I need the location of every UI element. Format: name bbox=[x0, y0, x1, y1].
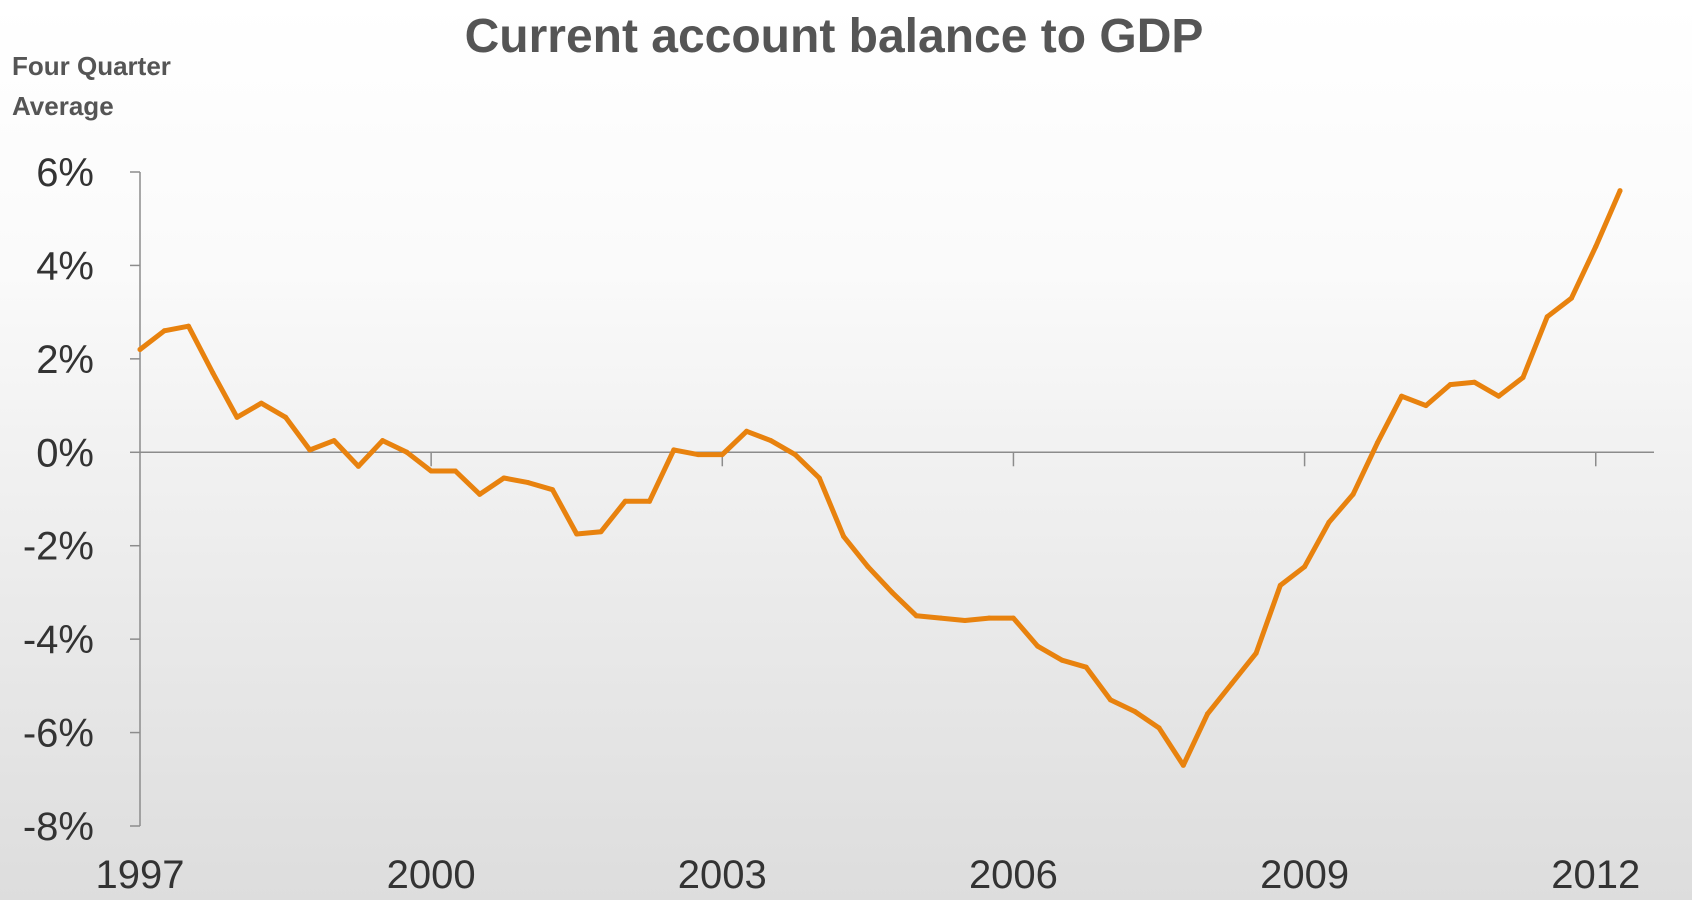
data-point bbox=[283, 414, 289, 420]
data-point bbox=[744, 428, 750, 434]
data-point bbox=[1059, 657, 1065, 663]
data-point bbox=[380, 438, 386, 444]
data-point bbox=[622, 498, 628, 504]
data-point bbox=[792, 452, 798, 458]
data-point bbox=[1593, 244, 1599, 250]
x-tick-label: 2000 bbox=[387, 853, 476, 897]
data-point bbox=[1496, 393, 1502, 399]
data-point bbox=[1447, 382, 1453, 388]
x-tick-label: 2006 bbox=[969, 853, 1058, 897]
data-point bbox=[477, 491, 483, 497]
data-point bbox=[913, 613, 919, 619]
data-point bbox=[816, 475, 822, 481]
y-tick-label: -8% bbox=[23, 805, 94, 849]
x-tick-label: 2009 bbox=[1260, 853, 1349, 897]
data-point bbox=[258, 400, 264, 406]
data-point bbox=[331, 438, 337, 444]
data-point bbox=[671, 447, 677, 453]
y-tick-label: -4% bbox=[23, 618, 94, 662]
data-point bbox=[962, 618, 968, 623]
data-point bbox=[307, 447, 313, 453]
y-tick-label: 0% bbox=[36, 431, 94, 475]
data-point bbox=[1253, 650, 1259, 656]
data-point bbox=[1374, 440, 1380, 446]
x-tick-label: 2012 bbox=[1551, 853, 1640, 897]
chart-title: Current account balance to GDP bbox=[465, 10, 1204, 63]
data-point bbox=[574, 531, 580, 537]
data-point bbox=[1326, 519, 1332, 525]
data-point bbox=[186, 323, 191, 329]
data-point bbox=[1132, 709, 1138, 714]
data-point bbox=[1569, 295, 1574, 301]
y-tick-label: 2% bbox=[36, 338, 94, 382]
data-point bbox=[719, 452, 725, 458]
data-point bbox=[1229, 681, 1235, 686]
data-point bbox=[137, 347, 143, 352]
data-point bbox=[234, 414, 240, 420]
data-point bbox=[1035, 643, 1041, 649]
data-points bbox=[137, 188, 1623, 768]
data-point bbox=[355, 463, 361, 469]
y-tick-label: 4% bbox=[36, 244, 94, 288]
data-point bbox=[1423, 403, 1429, 409]
data-point bbox=[938, 615, 944, 621]
x-tick-label: 1997 bbox=[96, 853, 185, 897]
data-point bbox=[1520, 375, 1526, 380]
x-tick-label: 2003 bbox=[678, 853, 767, 897]
data-point bbox=[550, 487, 555, 493]
data-point bbox=[525, 480, 531, 486]
data-point bbox=[841, 533, 847, 539]
data-point bbox=[1617, 188, 1623, 194]
data-point bbox=[1350, 491, 1356, 497]
data-point bbox=[1205, 711, 1210, 717]
data-point bbox=[1156, 725, 1162, 731]
data-point bbox=[598, 529, 604, 535]
data-point bbox=[1399, 393, 1405, 399]
data-point bbox=[865, 564, 871, 570]
data-point bbox=[404, 449, 410, 455]
y-tick-label: 6% bbox=[36, 151, 94, 195]
data-point bbox=[647, 498, 652, 504]
data-point bbox=[1083, 664, 1089, 670]
y-ticks: 6% 4% 2% 0% -2% -4% -6% -8% bbox=[23, 151, 140, 849]
data-point bbox=[1108, 697, 1113, 703]
data-point bbox=[768, 438, 774, 444]
data-point bbox=[501, 475, 507, 481]
data-point bbox=[1471, 379, 1477, 385]
unit-label-line-2: Average bbox=[12, 91, 114, 121]
unit-label-line-1: Four Quarter bbox=[12, 51, 171, 81]
y-tick-label: -6% bbox=[23, 712, 94, 756]
y-tick-label: -2% bbox=[23, 525, 94, 569]
data-point bbox=[1544, 314, 1550, 320]
data-point bbox=[986, 615, 992, 621]
data-point bbox=[1180, 762, 1186, 768]
data-point bbox=[428, 468, 434, 474]
series-line bbox=[137, 188, 1623, 768]
data-point bbox=[210, 370, 216, 376]
data-point bbox=[1277, 582, 1283, 588]
data-point bbox=[161, 328, 167, 334]
data-point bbox=[1302, 564, 1308, 570]
data-point bbox=[452, 468, 458, 474]
data-point bbox=[1010, 615, 1016, 621]
data-point bbox=[695, 452, 701, 458]
data-point bbox=[889, 589, 895, 595]
x-ticks: 1997 2000 2003 2006 2009 2012 bbox=[96, 452, 1640, 897]
